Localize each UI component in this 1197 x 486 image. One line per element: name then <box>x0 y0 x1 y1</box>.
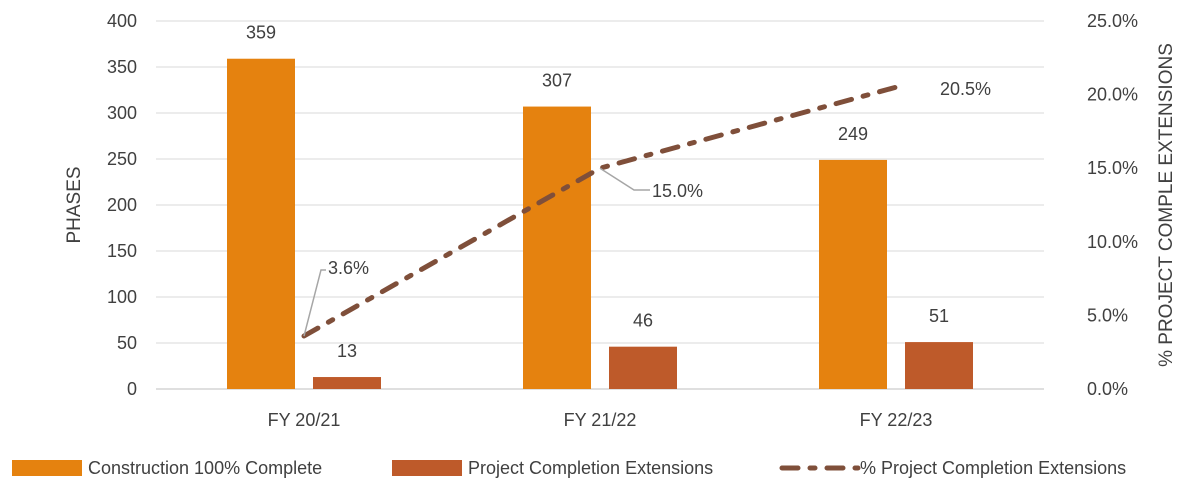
y-tick-label: 300 <box>107 103 137 123</box>
bar-data-label: 249 <box>838 124 868 144</box>
y2-tick-label: 25.0% <box>1087 11 1138 31</box>
completion-extensions-bar <box>313 377 381 389</box>
y-tick-label: 250 <box>107 149 137 169</box>
bar-data-label: 46 <box>633 311 653 331</box>
y-tick-label: 400 <box>107 11 137 31</box>
legend-swatch-extensions <box>392 460 462 476</box>
percent-line-layer <box>301 84 899 339</box>
y-tick-label: 200 <box>107 195 137 215</box>
completion-extensions-bar <box>905 342 973 389</box>
legend-label: Construction 100% Complete <box>88 458 322 478</box>
x-tick-label: FY 22/23 <box>860 410 933 430</box>
y2-tick-label: 5.0% <box>1087 305 1128 325</box>
y-tick-label: 350 <box>107 57 137 77</box>
y2-tick-label: 10.0% <box>1087 232 1138 252</box>
line-data-label: 20.5% <box>940 79 991 99</box>
gridlines <box>156 20 1044 390</box>
y-tick-label: 100 <box>107 287 137 307</box>
x-tick-label: FY 21/22 <box>564 410 637 430</box>
data-labels: 359 307 249 13 46 51 3.6% 15.0% 20.5% <box>246 23 991 361</box>
y-tick-label: 150 <box>107 241 137 261</box>
bar-data-label: 13 <box>337 341 357 361</box>
axes: 0 50 100 150 200 250 300 350 400 0.0% 5.0% 10.0% 15.… <box>107 11 1138 430</box>
x-tick-label: FY 20/21 <box>268 410 341 430</box>
construction-complete-bar <box>819 159 887 389</box>
y-tick-label: 0 <box>127 379 137 399</box>
bars <box>227 58 973 389</box>
y2-tick-label: 20.0% <box>1087 85 1138 105</box>
y-tick-label: 50 <box>117 333 137 353</box>
leader-line <box>303 269 326 337</box>
completion-extensions-bar <box>609 346 677 389</box>
construction-complete-bar <box>227 58 295 389</box>
bar-data-label: 51 <box>929 306 949 326</box>
bar-data-label: 307 <box>542 71 572 91</box>
y-axis-title: PHASES <box>64 166 85 243</box>
legend-label: Project Completion Extensions <box>468 458 713 478</box>
percent-extensions-line <box>301 84 899 339</box>
leader-line <box>599 167 650 191</box>
y2-tick-label: 0.0% <box>1087 379 1128 399</box>
bar-data-label: 359 <box>246 23 276 43</box>
y2-tick-label: 15.0% <box>1087 158 1138 178</box>
construction-complete-bar <box>523 106 591 389</box>
legend-label: % Project Completion Extensions <box>860 458 1126 478</box>
line-data-label: 3.6% <box>328 258 369 278</box>
y2-axis-title: % PROJECT COMPLE EXTENSIONS <box>1156 43 1177 367</box>
line-data-label: 15.0% <box>652 181 703 201</box>
legend: Construction 100% Complete Project Comple… <box>12 458 1126 478</box>
legend-swatch-construction <box>12 460 82 476</box>
